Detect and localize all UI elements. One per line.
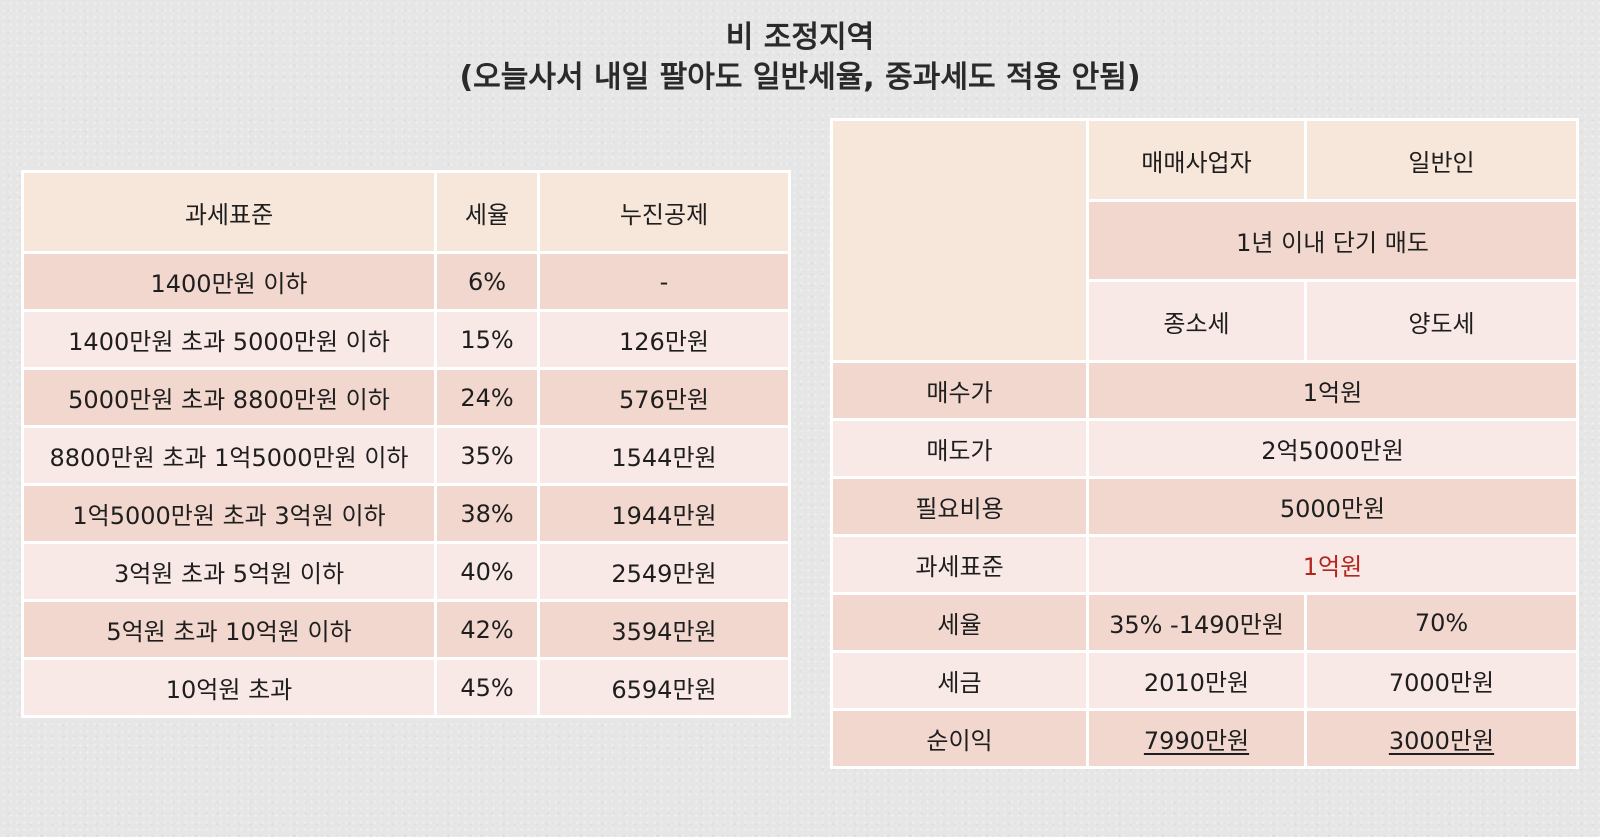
table-row: 1억5000만원 초과 3억원 이하 38% 1944만원: [21, 483, 791, 544]
sale-value: 2억5000만원: [1086, 418, 1579, 479]
tax-business: 2010만원: [1086, 650, 1307, 711]
table-row: 1400만원 초과 5000만원 이하 15% 126만원: [21, 309, 791, 370]
deduction-cell: 2549만원: [537, 541, 791, 602]
taxbase-cell: 8800만원 초과 1억5000만원 이하: [21, 425, 437, 486]
corner-cell: [830, 118, 1089, 363]
row-label: 세금: [830, 650, 1089, 711]
row-label: 과세표준: [830, 534, 1089, 595]
profit-row: 순이익 7990만원 3000만원: [830, 708, 1579, 769]
header-taxbase: 과세표준: [21, 170, 437, 254]
profit-business-value: 7990만원: [1143, 727, 1250, 755]
subheader-row: 종소세 양도세: [832, 279, 1579, 363]
taxbase-row: 과세표준 1억원: [830, 534, 1579, 595]
tax-row: 세금 2010만원 7000만원: [830, 650, 1579, 711]
table-row: 5000만원 초과 8800만원 이하 24% 576만원: [21, 367, 791, 428]
taxbase-cell: 10억원 초과: [21, 657, 437, 718]
rate-cell: 6%: [434, 251, 540, 312]
comparison-table: 매매사업자 일반인 1년 이내 단기 매도 종소세 양도세 매수가 1억원 매도…: [830, 118, 1579, 769]
rate-cell: 45%: [434, 657, 540, 718]
table-row: 1400만원 이하 6% -: [21, 251, 791, 312]
page-title: 비 조정지역 (오늘사서 내일 팔아도 일반세율, 중과세도 적용 안됨): [0, 18, 1600, 98]
taxbase-cell: 1400만원 초과 5000만원 이하: [21, 309, 437, 370]
header-business: 매매사업자: [1086, 118, 1307, 202]
deduction-cell: 6594만원: [537, 657, 791, 718]
period-row: 1년 이내 단기 매도: [832, 199, 1579, 282]
expense-value: 5000만원: [1086, 476, 1579, 537]
header-individual: 일반인: [1304, 118, 1579, 202]
rate-cell: 15%: [434, 309, 540, 370]
profit-individual: 3000만원: [1304, 708, 1579, 769]
row-label: 매수가: [830, 360, 1089, 421]
purchase-row: 매수가 1억원: [830, 360, 1579, 421]
comparison-header-row: 매매사업자 일반인: [830, 118, 1579, 363]
taxbase-value: 1억원: [1086, 534, 1579, 595]
taxbase-cell: 1400만원 이하: [21, 251, 437, 312]
row-label: 필요비용: [830, 476, 1089, 537]
rate-cell: 40%: [434, 541, 540, 602]
purchase-value: 1억원: [1086, 360, 1579, 421]
taxbase-cell: 1억5000만원 초과 3억원 이하: [21, 483, 437, 544]
rate-cell: 38%: [434, 483, 540, 544]
deduction-cell: 1544만원: [537, 425, 791, 486]
deduction-cell: 3594만원: [537, 599, 791, 660]
taxbase-cell: 5억원 초과 10억원 이하: [21, 599, 437, 660]
deduction-cell: 126만원: [537, 309, 791, 370]
rate-cell: 35%: [434, 425, 540, 486]
subheader-individual: 양도세: [1304, 279, 1579, 363]
rate-cell: 42%: [434, 599, 540, 660]
rate-business: 35% -1490만원: [1086, 592, 1307, 653]
profit-individual-value: 3000만원: [1388, 727, 1495, 755]
title-line-1: 비 조정지역: [725, 20, 875, 55]
sale-row: 매도가 2억5000만원: [830, 418, 1579, 479]
table-row: 5억원 초과 10억원 이하 42% 3594만원: [21, 599, 791, 660]
table-row: 8800만원 초과 1억5000만원 이하 35% 1544만원: [21, 425, 791, 486]
deduction-cell: 576만원: [537, 367, 791, 428]
deduction-cell: 1944만원: [537, 483, 791, 544]
taxbase-cell: 3억원 초과 5억원 이하: [21, 541, 437, 602]
table-header-row: 과세표준 세율 누진공제: [21, 170, 791, 254]
taxbase-cell: 5000만원 초과 8800만원 이하: [21, 367, 437, 428]
header-deduction: 누진공제: [537, 170, 791, 254]
deduction-cell: -: [537, 251, 791, 312]
header-rate: 세율: [434, 170, 540, 254]
row-label: 세율: [830, 592, 1089, 653]
table-row: 10억원 초과 45% 6594만원: [21, 657, 791, 718]
table-row: 3억원 초과 5억원 이하 40% 2549만원: [21, 541, 791, 602]
rate-cell: 24%: [434, 367, 540, 428]
tax-rate-table: 과세표준 세율 누진공제 1400만원 이하 6% - 1400만원 초과 50…: [21, 170, 791, 718]
profit-business: 7990만원: [1086, 708, 1307, 769]
expense-row: 필요비용 5000만원: [830, 476, 1579, 537]
row-label: 매도가: [830, 418, 1089, 479]
rate-row: 세율 35% -1490만원 70%: [830, 592, 1579, 653]
tax-individual: 7000만원: [1304, 650, 1579, 711]
rate-individual: 70%: [1304, 592, 1579, 653]
row-label: 순이익: [830, 708, 1089, 769]
period-cell: 1년 이내 단기 매도: [1086, 199, 1579, 282]
subheader-business: 종소세: [1086, 279, 1307, 363]
title-line-2: (오늘사서 내일 팔아도 일반세율, 중과세도 적용 안됨): [459, 60, 1141, 95]
